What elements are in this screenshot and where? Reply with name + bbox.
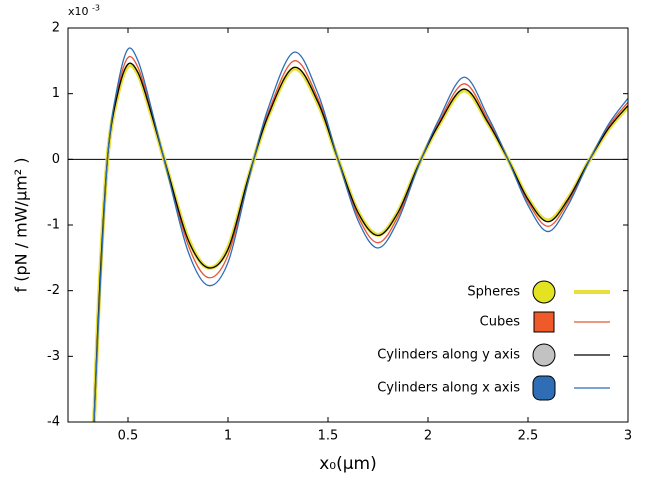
y-tick-label: -1 (47, 218, 60, 233)
y-axis-label: f (pN / mW/μm² ) (12, 158, 31, 293)
legend-label: Spheres (467, 285, 520, 300)
legend-label: Cubes (480, 315, 521, 330)
y-multiplier: x10 (68, 5, 89, 18)
series-line (93, 62, 628, 422)
series-line (93, 55, 628, 422)
x-tick-label: 2.5 (518, 429, 539, 444)
y-multiplier-exponent: -3 (92, 4, 100, 13)
legend-icon (532, 280, 556, 304)
y-tick-label: 2 (52, 21, 60, 36)
legend-icon (532, 343, 556, 367)
y-tick-label: -4 (47, 415, 60, 430)
y-tick-label: 0 (52, 152, 60, 167)
x-tick-label: 2 (424, 429, 432, 444)
legend-label: Cylinders along x axis (377, 381, 520, 396)
x-tick-label: 1 (224, 429, 232, 444)
series-line (92, 63, 628, 422)
x-axis-label: x₀(μm) (319, 454, 377, 474)
y-tick-label: 1 (52, 86, 60, 101)
x-tick-label: 0.5 (118, 429, 139, 444)
legend-icon (533, 311, 555, 333)
legend-label: Cylinders along y axis (377, 348, 520, 363)
x-tick-label: 3 (624, 429, 632, 444)
y-tick-label: -2 (47, 283, 60, 298)
series-line (93, 47, 628, 422)
y-tick-label: -3 (47, 349, 60, 364)
x-tick-label: 1.5 (318, 429, 339, 444)
legend-icon (532, 375, 556, 401)
